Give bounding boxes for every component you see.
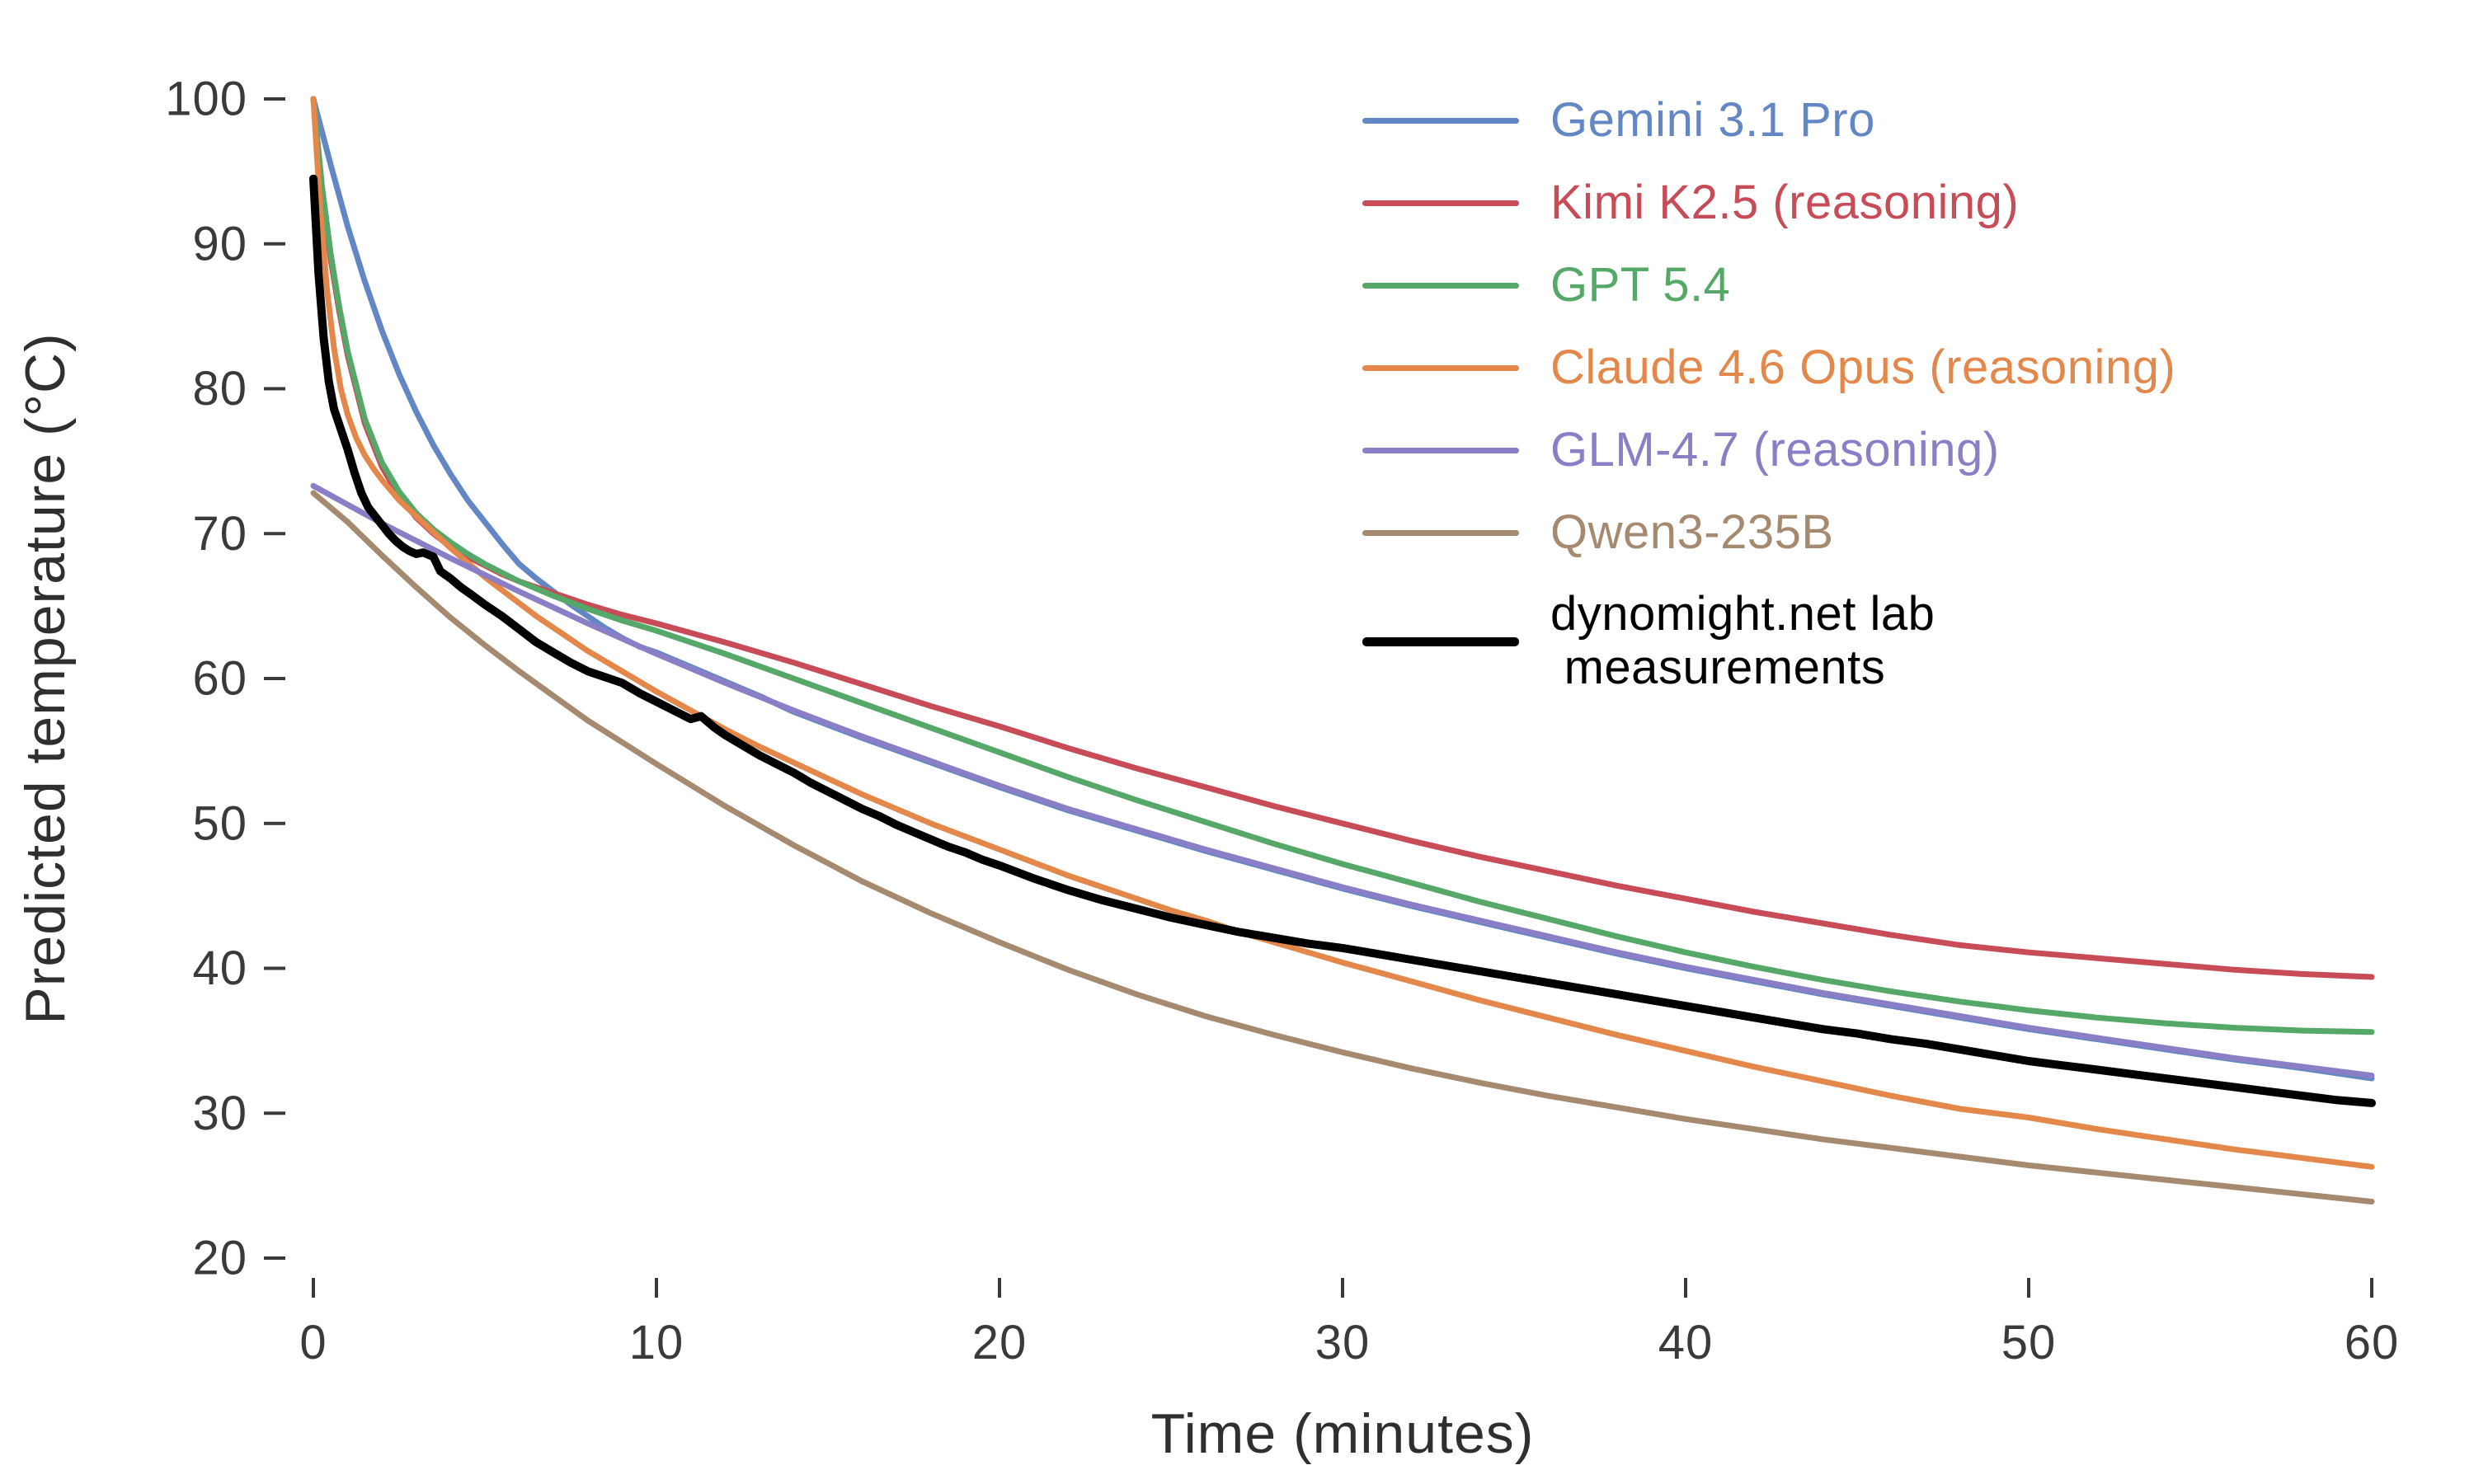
legend-line-swatch <box>1362 447 1519 453</box>
legend-label: Qwen3-235B <box>1550 505 1834 559</box>
legend-line-swatch <box>1362 529 1519 536</box>
y-tick-label: 70 <box>192 507 247 561</box>
x-tick-label: 50 <box>2001 1316 2057 1369</box>
axis-ticks: 20 30 40 50 60 70 80 90 100 0 10 20 30 40 50 60 <box>165 73 2400 1370</box>
series-line-claude-4-6-opus-reasoning <box>310 96 2375 1170</box>
legend-label: Gemini 3.1 Pro <box>1550 92 1875 147</box>
x-tick-label: 20 <box>972 1316 1028 1369</box>
series-line-glm-4-7-reasoning <box>310 482 2375 1079</box>
legend-line-swatch <box>1362 282 1519 289</box>
legend-label: GLM-4.7 (reasoning) <box>1550 422 2000 477</box>
x-tick-label: 0 <box>299 1316 327 1369</box>
y-tick-label: 60 <box>192 652 247 706</box>
legend-item: Qwen3-235B <box>1362 491 2175 574</box>
x-tick-label: 40 <box>1658 1316 1714 1369</box>
y-tick-label: 40 <box>192 942 247 995</box>
legend-label: dynomight.net lab measurements <box>1550 587 1935 694</box>
y-tick-label: 30 <box>192 1087 247 1140</box>
y-tick-label: 100 <box>165 73 247 126</box>
x-axis-label: Time (minutes) <box>1151 1402 1535 1465</box>
x-tick-label: 10 <box>629 1316 684 1369</box>
legend-label: Claude 4.6 Opus (reasoning) <box>1550 340 2176 394</box>
legend-item: Gemini 3.1 Pro <box>1362 79 2175 162</box>
legend-item: Kimi K2.5 (reasoning) <box>1362 162 2175 244</box>
legend-item: GLM-4.7 (reasoning) <box>1362 409 2175 491</box>
legend-label: Kimi K2.5 (reasoning) <box>1550 175 2020 229</box>
y-tick-label: 80 <box>192 362 247 416</box>
y-tick-label: 20 <box>192 1232 247 1285</box>
y-tick-label: 50 <box>192 796 247 850</box>
legend-line-swatch <box>1362 117 1519 124</box>
legend-label: GPT 5.4 <box>1550 257 1731 312</box>
legend-line-swatch <box>1362 636 1519 646</box>
y-axis-label: Predicted temperature (°C) <box>14 332 77 1024</box>
legend-item: Claude 4.6 Opus (reasoning) <box>1362 326 2175 409</box>
series-lines <box>309 96 2376 1205</box>
legend-item: dynomight.net lab measurements <box>1362 574 2175 709</box>
y-tick-label: 90 <box>192 217 247 270</box>
series-line-qwen3-235b <box>310 490 2375 1205</box>
x-tick-label: 30 <box>1315 1316 1371 1369</box>
chart-legend: Gemini 3.1 Pro Kimi K2.5 (reasoning) GPT 5… <box>1362 79 2175 709</box>
legend-item: GPT 5.4 <box>1362 244 2175 326</box>
series-line-gpt-5-4 <box>310 96 2375 1036</box>
legend-line-swatch <box>1362 364 1519 371</box>
x-tick-label: 60 <box>2345 1316 2400 1369</box>
series-line-dynomight-net-lab-measurements <box>309 174 2376 1107</box>
legend-line-swatch <box>1362 200 1519 206</box>
